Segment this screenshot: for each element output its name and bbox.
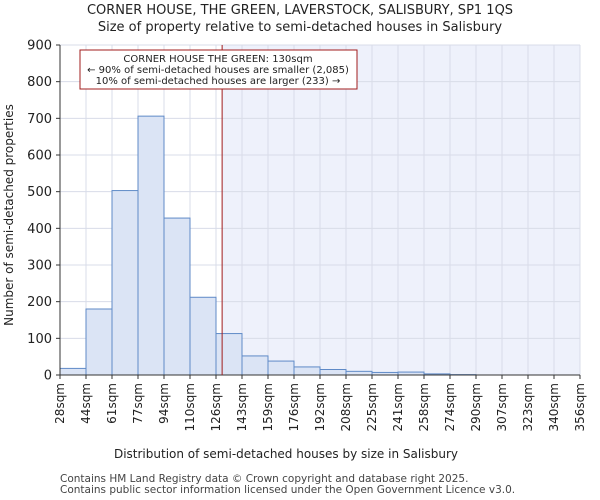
x-tick-label: 77sqm	[131, 383, 145, 424]
x-tick-label: 241sqm	[391, 383, 405, 431]
y-tick-label: 300	[27, 259, 52, 274]
footer-licence: Contains public sector information licen…	[60, 484, 516, 496]
y-tick-label: 800	[27, 75, 52, 90]
x-tick-label: 356sqm	[573, 383, 587, 431]
y-tick-label: 400	[27, 222, 52, 237]
x-tick-label: 258sqm	[417, 383, 431, 431]
x-tick-label: 192sqm	[313, 383, 327, 431]
chart-title: CORNER HOUSE, THE GREEN, LAVERSTOCK, SAL…	[86, 3, 514, 18]
histogram-bar	[215, 333, 243, 376]
x-tick-label: 323sqm	[521, 383, 535, 431]
y-axis-label: Number of semi-detached properties	[2, 104, 16, 326]
x-tick-label: 340sqm	[547, 383, 561, 431]
annotation-line-2: ← 90% of semi-detached houses are smalle…	[87, 65, 349, 76]
annotation-line-1: CORNER HOUSE THE GREEN: 130sqm	[123, 54, 312, 65]
chart-subtitle: Size of property relative to semi-detach…	[97, 20, 503, 35]
annotation-box	[79, 49, 358, 90]
histogram-bar	[293, 366, 321, 376]
y-tick-label: 100	[27, 332, 52, 347]
x-tick-label: 28sqm	[53, 383, 67, 424]
x-tick-label: 307sqm	[495, 383, 509, 431]
histogram-bar	[137, 115, 165, 376]
x-tick-label: 94sqm	[157, 383, 171, 424]
histogram-bar	[241, 355, 269, 376]
y-tick-label: 700	[27, 112, 52, 127]
histogram-bar	[267, 360, 295, 376]
histogram-bar	[345, 370, 373, 376]
x-tick-label: 44sqm	[79, 383, 93, 424]
y-tick-label: 600	[27, 149, 52, 164]
y-tick-label: 0	[44, 369, 52, 384]
histogram-bar	[319, 369, 347, 376]
histogram-bar	[189, 296, 217, 376]
x-tick-label: 61sqm	[105, 383, 119, 424]
histogram-bar	[111, 190, 139, 376]
x-tick-label: 126sqm	[209, 383, 223, 431]
histogram-bar	[59, 367, 87, 376]
x-tick-label: 290sqm	[469, 383, 483, 431]
x-tick-label: 176sqm	[287, 383, 301, 431]
x-tick-label: 225sqm	[365, 383, 379, 431]
y-tick-label: 500	[27, 185, 52, 200]
y-tick-label: 900	[27, 39, 52, 54]
x-tick-label: 110sqm	[183, 383, 197, 431]
footer-copyright: Contains HM Land Registry data © Crown c…	[60, 473, 469, 485]
y-tick-label: 200	[27, 295, 52, 310]
annotation-line-3: 10% of semi-detached houses are larger (…	[96, 76, 341, 87]
x-tick-label: 208sqm	[339, 383, 353, 431]
x-tick-label: 159sqm	[261, 383, 275, 431]
x-axis-label: Distribution of semi-detached houses by …	[114, 447, 458, 461]
x-tick-label: 143sqm	[235, 383, 249, 431]
larger-region-shade	[222, 45, 580, 375]
histogram-chart: 0 100 200 300 400 500 600 700 800 900 28sqm 44sqm 6…	[2, 39, 587, 462]
histogram-bar	[163, 217, 191, 376]
histogram-bar	[85, 308, 113, 376]
x-tick-label: 274sqm	[443, 383, 457, 431]
